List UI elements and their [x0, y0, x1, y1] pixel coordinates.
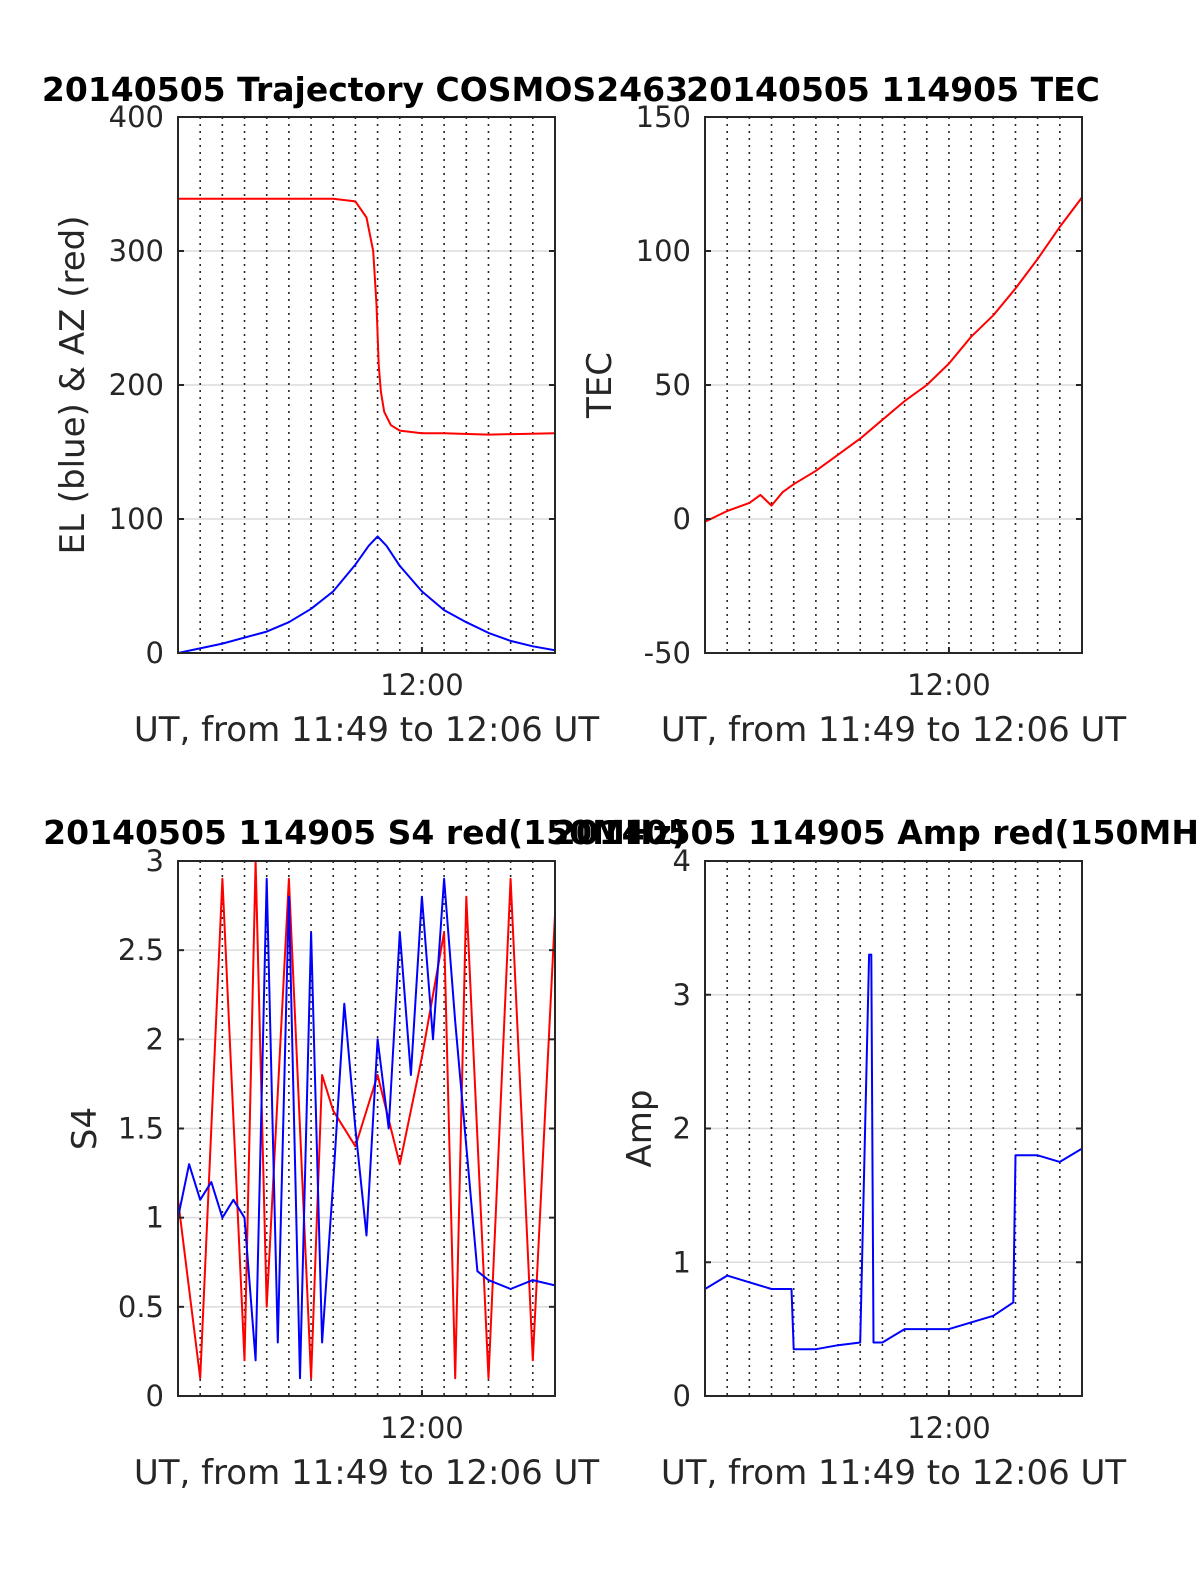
- y-tick-label: 1.5: [118, 1112, 164, 1146]
- y-tick-label: 3: [673, 978, 691, 1012]
- y-axis-label: EL (blue) & AZ (red): [53, 215, 93, 554]
- chart-title: 20140505 114905 Amp red(150MHz): [553, 813, 1200, 852]
- x-tick-label: 12:00: [907, 668, 991, 702]
- series-line-0: [178, 861, 555, 1380]
- y-tick-label: 300: [109, 234, 164, 268]
- y-axis-label: TEC: [580, 352, 620, 419]
- panel-amp: 0 1 2 3 4 12:00 UT, from 11:49 to 12:06 UT Amp 2…: [553, 813, 1200, 1493]
- y-tick-label: 100: [636, 234, 691, 268]
- y-tick-label: 0: [673, 502, 691, 536]
- y-tick-label: 1: [146, 1201, 164, 1235]
- series-line-1: [178, 877, 555, 1380]
- panel-trajectory: 0 100 200 300 400 12:00 UT, from 11:49 to 12:0…: [42, 70, 688, 750]
- y-tick-label: 200: [109, 368, 164, 402]
- series-line-1: [178, 535, 555, 653]
- x-axis-label: UT, from 11:49 to 12:06 UT: [134, 1453, 600, 1493]
- y-tick-label: 2.5: [118, 933, 164, 967]
- y-tick-label: 0: [146, 636, 164, 670]
- y-tick-label: 0.5: [118, 1290, 164, 1324]
- chart-title: 20140505 Trajectory COSMOS2463: [42, 70, 688, 109]
- y-tick-label: 2: [146, 1022, 164, 1056]
- y-tick-label: 2: [673, 1112, 691, 1146]
- series-line-0: [705, 953, 1082, 1351]
- x-axis-label: UT, from 11:49 to 12:06 UT: [661, 1453, 1127, 1493]
- chart-title: 20140505 114905 S4 red(150MHz): [43, 813, 687, 852]
- y-tick-label: 0: [673, 1379, 691, 1413]
- y-tick-label: 1: [673, 1245, 691, 1279]
- y-tick-label: 50: [654, 368, 691, 402]
- panel-tec: -50 0 50 100 150 12:00 UT, from 11:49 to 12:06…: [580, 70, 1126, 750]
- y-tick-label: 100: [109, 502, 164, 536]
- x-tick-label: 12:00: [380, 668, 464, 702]
- x-tick-label: 12:00: [907, 1411, 991, 1445]
- x-axis-label: UT, from 11:49 to 12:06 UT: [134, 710, 600, 750]
- chart-title: 20140505 114905 TEC: [686, 70, 1100, 109]
- y-tick-label: 0: [146, 1379, 164, 1413]
- x-tick-label: 12:00: [380, 1411, 464, 1445]
- y-tick-label: 400: [109, 100, 164, 134]
- x-axis-label: UT, from 11:49 to 12:06 UT: [661, 710, 1127, 750]
- y-tick-label: 4: [673, 844, 691, 878]
- series-line-0: [705, 196, 1082, 523]
- y-axis-label: Amp: [620, 1090, 660, 1168]
- y-tick-label: -50: [644, 636, 691, 670]
- series-line-0: [178, 197, 555, 436]
- y-tick-label: 150: [636, 100, 691, 134]
- panel-s4: 0 0.5 1 1.5 2 2.5 3 12:00 UT, from 11:49 to 12:0…: [43, 813, 687, 1493]
- y-tick-label: 3: [146, 844, 164, 878]
- y-axis-label: S4: [65, 1107, 105, 1150]
